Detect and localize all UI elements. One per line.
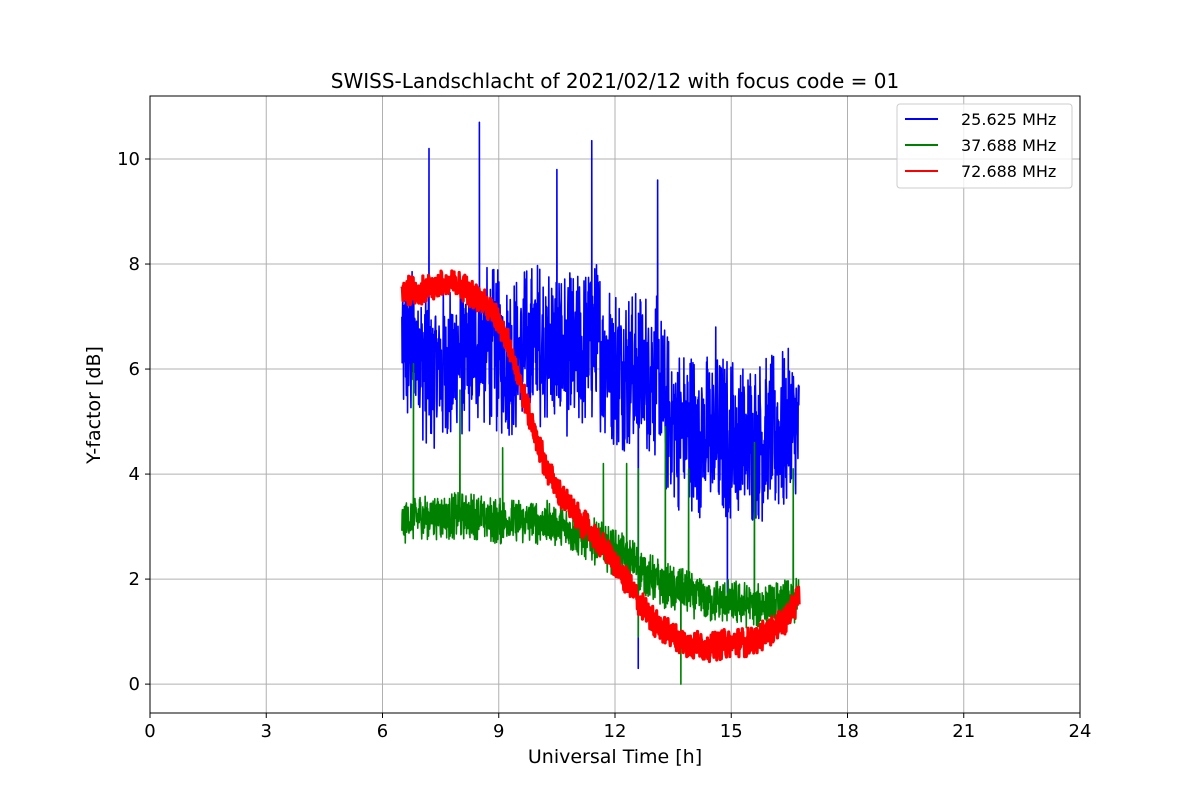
- y-axis-label: Y-factor [dB]: [83, 346, 105, 465]
- y-tick-label: 10: [117, 149, 140, 170]
- series-line-3: [400, 269, 801, 664]
- series-layer: [400, 121, 801, 685]
- chart-title: SWISS-Landschlacht of 2021/02/12 with fo…: [331, 69, 899, 93]
- legend-label: 37.688 MHz: [961, 136, 1056, 155]
- x-tick-label: 21: [952, 721, 975, 742]
- legend-label: 72.688 MHz: [961, 162, 1056, 181]
- x-tick-label: 15: [720, 721, 743, 742]
- series-line-1: [401, 121, 800, 670]
- x-tick-label: 0: [144, 721, 155, 742]
- x-tick-label: 3: [261, 721, 272, 742]
- y-tick-label: 8: [129, 254, 140, 275]
- y-tick-label: 2: [129, 569, 140, 590]
- y-tick-label: 6: [129, 359, 140, 380]
- x-axis-label: Universal Time [h]: [528, 746, 702, 768]
- legend-label: 25.625 MHz: [961, 110, 1056, 129]
- x-tick-label: 18: [836, 721, 859, 742]
- x-tick-label: 12: [604, 721, 627, 742]
- x-tick-label: 9: [493, 721, 504, 742]
- x-tick-label: 24: [1069, 721, 1092, 742]
- y-tick-label: 4: [129, 464, 140, 485]
- legend: 25.625 MHz 37.688 MHz 72.688 MHz: [896, 103, 1073, 189]
- legend-box: [896, 103, 1073, 189]
- x-tick-label: 6: [377, 721, 388, 742]
- y-tick-label: 0: [129, 674, 140, 695]
- legend-entries: 25.625 MHz 37.688 MHz 72.688 MHz: [905, 110, 1056, 181]
